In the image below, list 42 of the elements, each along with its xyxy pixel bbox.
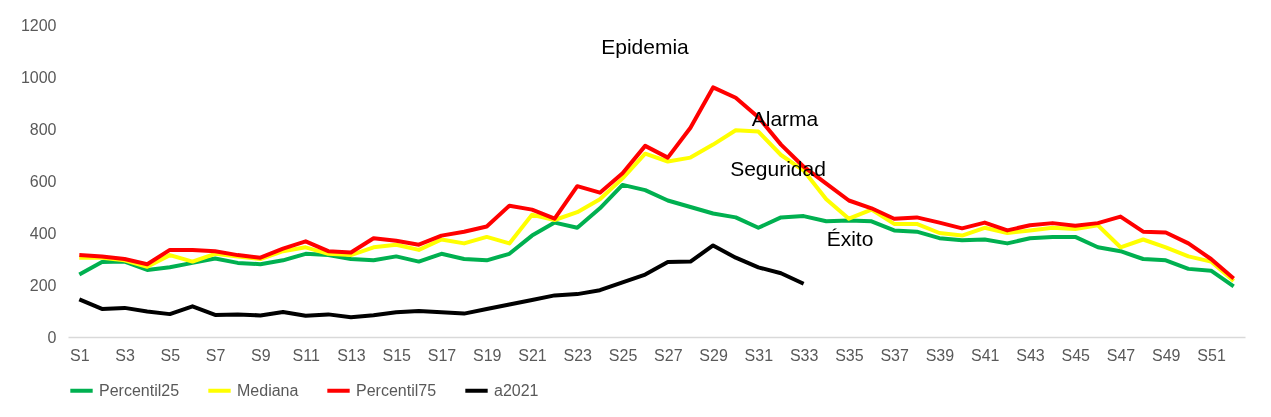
x-tick-label: S9 xyxy=(251,346,271,364)
x-tick-label: S47 xyxy=(1106,346,1136,364)
x-tick-label: S49 xyxy=(1152,346,1181,364)
legend-label: Percentil75 xyxy=(356,381,437,399)
x-tick-label: S27 xyxy=(654,346,683,364)
y-tick-label: 400 xyxy=(29,224,57,242)
x-tick-label: S21 xyxy=(518,346,547,364)
legend-label: Percentil25 xyxy=(99,381,180,399)
x-tick-label: S25 xyxy=(608,346,638,364)
x-tick-label: S17 xyxy=(427,346,457,364)
y-tick-label: 1200 xyxy=(20,16,57,34)
legend-label: a2021 xyxy=(494,381,539,399)
line-series xyxy=(77,182,1236,289)
x-tick-label: S5 xyxy=(160,346,181,364)
x-tick-label: S19 xyxy=(473,346,502,364)
x-tick-label: S31 xyxy=(744,346,774,364)
x-tick-label: S51 xyxy=(1197,346,1226,364)
x-tick-label: S37 xyxy=(880,346,909,364)
x-tick-label: S23 xyxy=(563,346,593,364)
x-tick-label: S7 xyxy=(205,346,226,364)
y-tick-label: 0 xyxy=(47,328,57,346)
x-tick-label: S41 xyxy=(970,346,1000,364)
line-series xyxy=(77,243,806,320)
x-tick-label: S13 xyxy=(337,346,366,364)
y-tick-label: 600 xyxy=(29,172,57,190)
y-tick-label: 200 xyxy=(29,276,57,294)
y-tick-label: 800 xyxy=(29,120,57,138)
annotation: Epidemia xyxy=(601,35,690,58)
x-tick-label: S45 xyxy=(1061,346,1091,364)
x-tick-label: S35 xyxy=(835,346,864,364)
x-tick-label: S11 xyxy=(292,346,320,364)
annotation: Éxito xyxy=(826,227,874,250)
x-tick-label: S43 xyxy=(1016,346,1045,364)
x-tick-label: S15 xyxy=(382,346,412,364)
x-tick-label: S39 xyxy=(925,346,955,364)
legend-label: Mediana xyxy=(237,381,299,399)
x-tick-label: S29 xyxy=(699,346,728,364)
x-tick-label: S1 xyxy=(70,346,90,364)
x-tick-label: S3 xyxy=(115,346,135,364)
y-tick-label: 1000 xyxy=(20,68,57,86)
x-tick-label: S33 xyxy=(789,346,819,364)
line-series xyxy=(77,85,1236,281)
